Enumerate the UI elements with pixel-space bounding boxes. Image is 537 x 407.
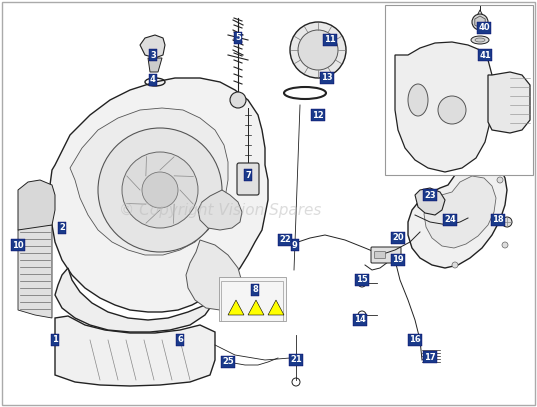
Text: 20: 20 <box>392 234 404 243</box>
Circle shape <box>98 128 222 252</box>
Ellipse shape <box>408 84 428 116</box>
Text: 41: 41 <box>479 50 491 59</box>
Text: 22: 22 <box>279 236 291 245</box>
Polygon shape <box>186 240 242 310</box>
Polygon shape <box>50 78 268 312</box>
Text: 10: 10 <box>12 241 24 249</box>
Polygon shape <box>140 35 165 58</box>
Polygon shape <box>248 300 264 315</box>
Polygon shape <box>55 268 212 332</box>
Text: 16: 16 <box>409 335 421 344</box>
Circle shape <box>502 242 508 248</box>
Polygon shape <box>18 225 52 318</box>
Text: 24: 24 <box>444 215 456 225</box>
Text: 14: 14 <box>354 315 366 324</box>
FancyBboxPatch shape <box>237 163 259 195</box>
Text: 40: 40 <box>478 24 490 33</box>
Polygon shape <box>55 316 215 386</box>
Circle shape <box>290 22 346 78</box>
Circle shape <box>142 172 178 208</box>
FancyBboxPatch shape <box>374 252 386 258</box>
Circle shape <box>472 14 488 30</box>
Circle shape <box>230 92 246 108</box>
Polygon shape <box>488 72 530 133</box>
Text: 11: 11 <box>324 35 336 44</box>
Polygon shape <box>415 188 445 215</box>
Text: 12: 12 <box>312 110 324 120</box>
Polygon shape <box>18 180 55 230</box>
Text: 9: 9 <box>292 241 298 249</box>
Circle shape <box>122 152 198 228</box>
Text: 21: 21 <box>290 355 302 365</box>
Text: 3: 3 <box>150 50 156 59</box>
FancyBboxPatch shape <box>385 5 533 175</box>
Text: 4: 4 <box>150 76 156 85</box>
Polygon shape <box>395 42 492 172</box>
Text: 19: 19 <box>392 256 404 265</box>
Text: 18: 18 <box>492 215 504 225</box>
Text: 2: 2 <box>59 223 65 232</box>
Polygon shape <box>268 300 284 315</box>
Text: 5: 5 <box>235 33 241 42</box>
Text: 8: 8 <box>252 285 258 295</box>
FancyBboxPatch shape <box>219 277 286 321</box>
Ellipse shape <box>471 36 489 44</box>
Circle shape <box>452 262 458 268</box>
Polygon shape <box>475 16 485 28</box>
Ellipse shape <box>438 96 466 124</box>
Text: 6: 6 <box>177 335 183 344</box>
Text: 23: 23 <box>424 190 436 199</box>
Polygon shape <box>424 176 496 248</box>
Polygon shape <box>70 108 228 255</box>
Circle shape <box>502 217 512 227</box>
Text: 1: 1 <box>52 335 58 344</box>
Text: 13: 13 <box>321 74 333 83</box>
Text: © Copyright Vision Spares: © Copyright Vision Spares <box>119 203 321 217</box>
Circle shape <box>298 30 338 70</box>
Ellipse shape <box>475 38 485 42</box>
Polygon shape <box>228 300 244 315</box>
Text: 25: 25 <box>222 357 234 366</box>
Polygon shape <box>198 190 242 230</box>
Polygon shape <box>148 58 162 72</box>
Text: 17: 17 <box>424 352 436 361</box>
Circle shape <box>497 177 503 183</box>
Text: 7: 7 <box>245 171 251 179</box>
FancyBboxPatch shape <box>371 247 401 263</box>
FancyBboxPatch shape <box>221 281 283 321</box>
Circle shape <box>457 167 463 173</box>
Text: 15: 15 <box>356 276 368 284</box>
Polygon shape <box>408 160 507 268</box>
